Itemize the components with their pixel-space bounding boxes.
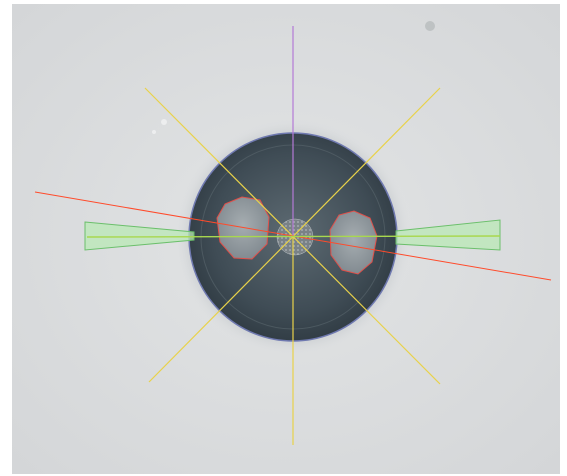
stress-rod-left: [216, 196, 270, 260]
alignment-wedge-right[interactable]: [395, 219, 501, 251]
alignment-wedge-left[interactable]: [84, 221, 195, 251]
image-canvas[interactable]: [12, 4, 560, 474]
stress-rod-right: [329, 210, 378, 275]
fiber-image: [12, 4, 560, 474]
diagonal-axis-b[interactable]: [148, 87, 441, 383]
dust-speck: [161, 119, 167, 125]
dust-speck: [425, 21, 435, 31]
dust-speck: [152, 130, 156, 134]
horizontal-axis[interactable]: [86, 235, 501, 238]
